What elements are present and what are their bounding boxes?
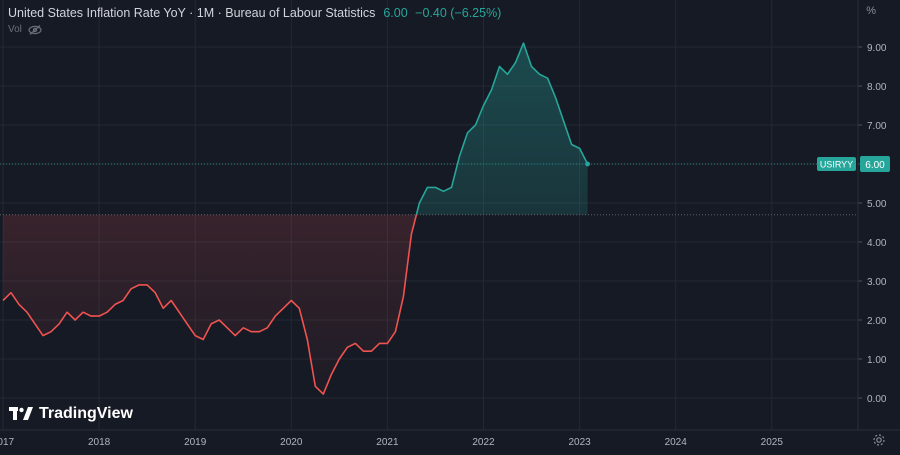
x-tick-label: 2021: [376, 437, 399, 448]
value-tag: [860, 156, 890, 172]
y-tick-label: 0.00: [867, 394, 887, 405]
x-tick-label: 2018: [88, 437, 111, 448]
y-tick-label: 7.00: [867, 121, 887, 132]
y-tick-label: 9.00: [867, 43, 887, 54]
legend-value: 6.00: [383, 6, 408, 20]
symbol-tag: [817, 157, 856, 171]
gear-icon[interactable]: [872, 433, 886, 447]
chart-legend[interactable]: United States Inflation Rate YoY · 1M · …: [8, 6, 501, 20]
x-tick-label: 2023: [568, 437, 591, 448]
last-point-marker: [585, 161, 591, 167]
series-line: [2, 42, 591, 395]
value-tag-label: 6.00: [865, 160, 885, 171]
y-tick-label: 5.00: [867, 199, 887, 210]
x-tick-label: 2025: [761, 437, 784, 448]
volume-indicator[interactable]: Vol: [8, 24, 42, 35]
tradingview-logo-icon: [9, 407, 33, 420]
x-tick-label: 2022: [472, 437, 495, 448]
chart-title: United States Inflation Rate YoY · 1M · …: [8, 6, 376, 20]
series-line-above: [415, 42, 589, 215]
y-axis[interactable]: 0.00 1.00 2.00 3.00 4.00 5.00 6.00 7.00 8.00 9.00: [857, 0, 887, 430]
x-axis[interactable]: 2017 2018 2019 2020 2021 2022 2023 2024 2025: [0, 429, 900, 448]
x-tick-label: 2024: [665, 437, 688, 448]
y-tick-label: 2.00: [867, 316, 887, 327]
x-tick-label: 2020: [280, 437, 303, 448]
price-tag: USIRYY 6.00: [817, 156, 890, 172]
eye-crossed-icon[interactable]: [28, 24, 42, 35]
x-tick-label: 2017: [0, 437, 15, 448]
axis-unit-label: %: [866, 5, 876, 17]
vol-label: Vol: [8, 24, 22, 35]
y-tick-label: 1.00: [867, 355, 887, 366]
series-line-below: [2, 214, 418, 395]
y-tick-label: 3.00: [867, 277, 887, 288]
symbol-tag-label: USIRYY: [820, 160, 853, 170]
legend-change: −0.40 (−6.25%): [415, 6, 502, 20]
reference-lines: [0, 163, 858, 216]
logo-text: TradingView: [39, 405, 133, 422]
y-tick-label: 4.00: [867, 238, 887, 249]
area-fill: [3, 43, 588, 395]
y-tick-label: 8.00: [867, 82, 887, 93]
tradingview-logo[interactable]: TradingView: [9, 405, 133, 423]
x-tick-label: 2019: [184, 437, 207, 448]
